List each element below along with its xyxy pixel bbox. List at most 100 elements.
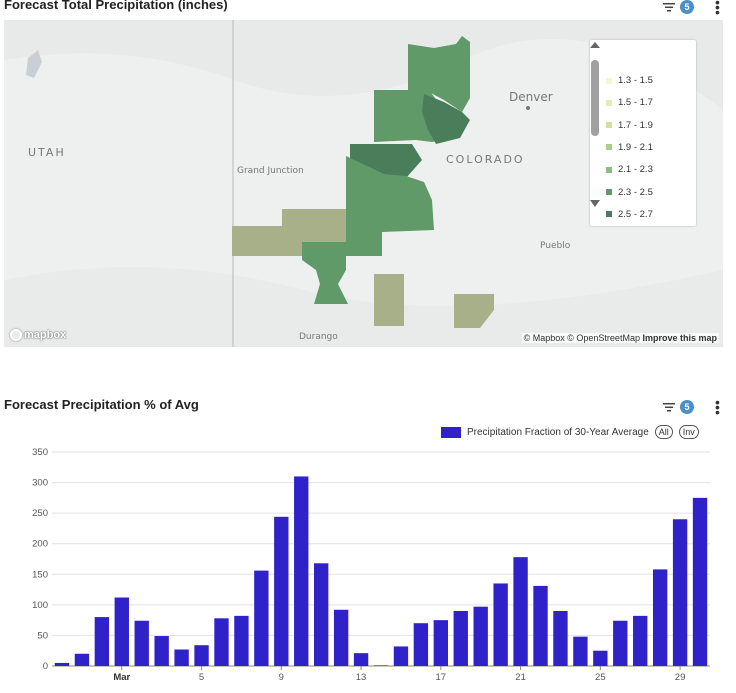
bar[interactable] (573, 636, 588, 666)
bar[interactable] (254, 570, 269, 666)
legend-item[interactable]: 1.7 - 1.9 (606, 120, 653, 131)
bar[interactable] (453, 610, 468, 666)
map-attribution: © Mapbox © OpenStreetMap Improve this ma… (521, 333, 719, 343)
legend-swatch (606, 122, 612, 129)
bar[interactable] (94, 617, 110, 666)
x-tick-label: 13 (356, 672, 367, 683)
legend-swatch[interactable] (441, 426, 461, 438)
legend-invert-button[interactable]: Inv (678, 425, 699, 439)
scroll-up-icon (590, 42, 600, 48)
osm-attribution-link[interactable]: © OpenStreetMap (567, 333, 640, 343)
bar[interactable] (433, 620, 448, 666)
bar[interactable] (473, 606, 488, 666)
legend-scrollbar[interactable] (590, 40, 600, 210)
region-central-dark (350, 144, 422, 178)
scroll-down-icon (590, 200, 600, 207)
y-tick-label: 250 (32, 508, 48, 519)
bar[interactable] (533, 585, 548, 666)
bar[interactable] (214, 618, 229, 666)
region-south-light (374, 274, 404, 326)
mapbox-logo-icon (10, 329, 22, 341)
x-tick-label: 17 (436, 672, 447, 683)
bar[interactable] (353, 653, 369, 666)
filter-icon (663, 403, 675, 412)
chart-legend: Precipitation Fraction of 30-Year Averag… (441, 425, 699, 439)
x-tick-label: 25 (595, 672, 606, 683)
legend-all-button[interactable]: All (654, 425, 673, 439)
bar[interactable] (174, 649, 189, 666)
legend-item-label: 1.3 - 1.5 (618, 75, 653, 86)
bar[interactable] (593, 650, 608, 666)
bar[interactable] (652, 569, 668, 666)
bar[interactable] (74, 653, 90, 666)
bar[interactable] (633, 615, 648, 666)
bar[interactable] (333, 609, 349, 666)
bar[interactable] (672, 519, 688, 666)
x-tick-label: 9 (279, 672, 284, 683)
label-utah: UTAH (28, 146, 66, 159)
region-summit (422, 94, 470, 144)
bar[interactable] (493, 583, 508, 666)
bar[interactable] (274, 516, 289, 666)
bar[interactable] (413, 623, 429, 666)
legend-swatch (606, 144, 612, 151)
legend-item[interactable]: 2.1 - 2.3 (606, 164, 653, 175)
chart-filter-button[interactable]: 5 (662, 400, 694, 414)
legend-series-label[interactable]: Precipitation Fraction of 30-Year Averag… (467, 426, 649, 438)
bar[interactable] (114, 597, 129, 666)
bar[interactable] (513, 557, 528, 666)
legend-item[interactable]: 1.3 - 1.5 (606, 75, 653, 86)
y-tick-label: 50 (37, 630, 48, 641)
bar[interactable] (613, 620, 628, 666)
x-tick-label: 29 (675, 672, 686, 683)
y-tick-label: 350 (32, 447, 48, 458)
map-more-icon[interactable]: • • • (715, 0, 720, 20)
improve-map-link[interactable]: Improve this map (642, 333, 717, 343)
x-tick-label: 5 (199, 672, 204, 683)
region-central (346, 156, 434, 256)
bar[interactable] (294, 476, 309, 666)
bar[interactable] (553, 610, 568, 666)
mapbox-logo-text: mapbox (24, 329, 67, 341)
bar[interactable] (314, 563, 329, 666)
x-tick-label: Mar (113, 672, 130, 683)
legend-swatch (606, 211, 612, 218)
bar[interactable] (393, 646, 409, 666)
legend-swatch (606, 99, 612, 106)
bar[interactable] (194, 645, 209, 666)
y-tick-label: 0 (43, 661, 48, 672)
filter-icon (663, 3, 675, 12)
region-southeast-light (454, 294, 494, 328)
mapbox-attribution-link[interactable]: © Mapbox (523, 333, 565, 343)
legend-item-label: 1.9 - 2.1 (618, 141, 653, 153)
legend-item[interactable]: 1.5 - 1.7 (606, 97, 653, 108)
bar[interactable] (234, 615, 249, 666)
label-colorado: COLORADO (446, 153, 525, 166)
bar[interactable] (54, 662, 70, 666)
bar[interactable] (154, 636, 169, 666)
legend-item[interactable]: 2.5 - 2.7 (606, 209, 653, 220)
legend-item-label: 2.5 - 2.7 (618, 208, 653, 220)
region-north-central (408, 36, 470, 112)
legend-item-label: 2.3 - 2.5 (618, 186, 653, 198)
legend-item[interactable]: 2.3 - 2.5 (606, 187, 653, 198)
bar[interactable] (373, 665, 389, 666)
label-denver: Denver (509, 90, 553, 104)
legend-swatch (606, 166, 612, 173)
y-tick-label: 100 (32, 600, 48, 611)
mapbox-logo[interactable]: mapbox (10, 329, 66, 341)
map-filter-button[interactable]: 5 (662, 0, 694, 14)
label-pueblo: Pueblo (540, 241, 571, 251)
legend-item-label: 1.5 - 1.7 (618, 97, 653, 109)
x-tick-label: 21 (515, 672, 526, 683)
legend-item[interactable]: 1.9 - 2.1 (606, 142, 653, 153)
filter-count-badge: 5 (680, 0, 694, 14)
map-legend: 1.3 - 1.5 1.5 - 1.7 1.7 - 1.9 1.9 - 2.1 2.1 … (590, 40, 696, 226)
y-tick-label: 300 (32, 478, 48, 489)
precipitation-map[interactable]: UTAH COLORADO Denver Grand Junction Pueb… (4, 20, 723, 347)
legend-swatch (606, 77, 612, 84)
bar[interactable] (134, 620, 149, 666)
chart-more-icon[interactable]: • • • (715, 394, 720, 420)
bar[interactable] (692, 497, 708, 666)
filter-count-badge: 5 (680, 400, 694, 414)
